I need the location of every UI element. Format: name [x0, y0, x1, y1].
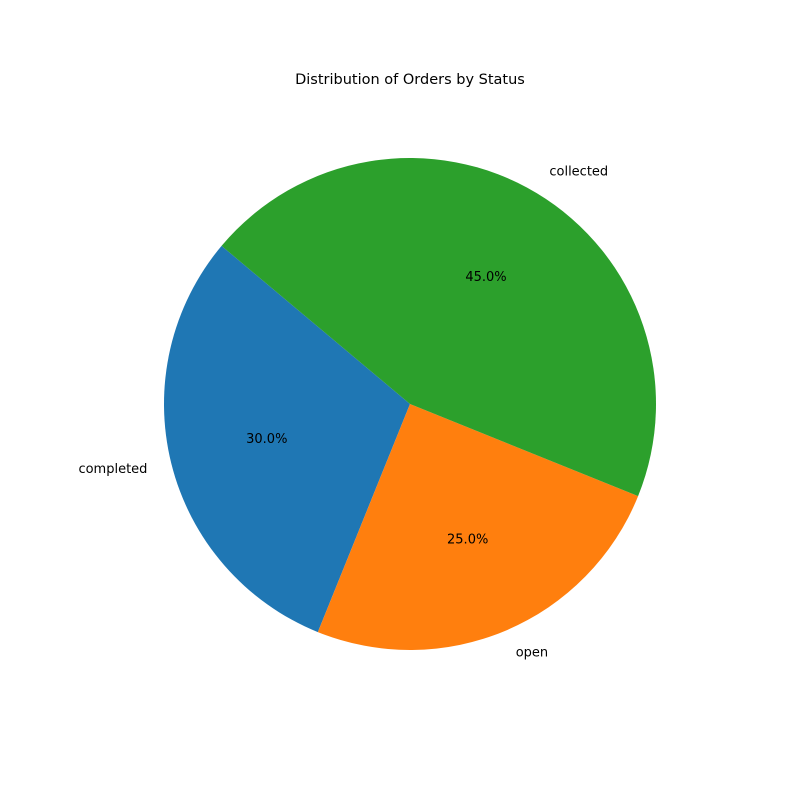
pie-labels: completed 30.0% open 25.0% collected 45.0% — [78, 165, 608, 661]
pie-slice-completed — [164, 245, 410, 633]
chart-title: Distribution of Orders by Status — [295, 72, 525, 88]
slice-percent-completed: 30.0% — [246, 432, 287, 447]
pie-slice-collected — [221, 158, 656, 497]
slice-label-collected: collected — [549, 165, 608, 180]
slice-percent-collected: 45.0% — [465, 270, 506, 285]
slice-label-completed: completed — [78, 462, 147, 477]
pie-slices — [164, 158, 656, 650]
slice-label-open: open — [516, 646, 548, 661]
pie-slice-open — [317, 404, 639, 650]
slice-percent-open: 25.0% — [447, 532, 488, 547]
